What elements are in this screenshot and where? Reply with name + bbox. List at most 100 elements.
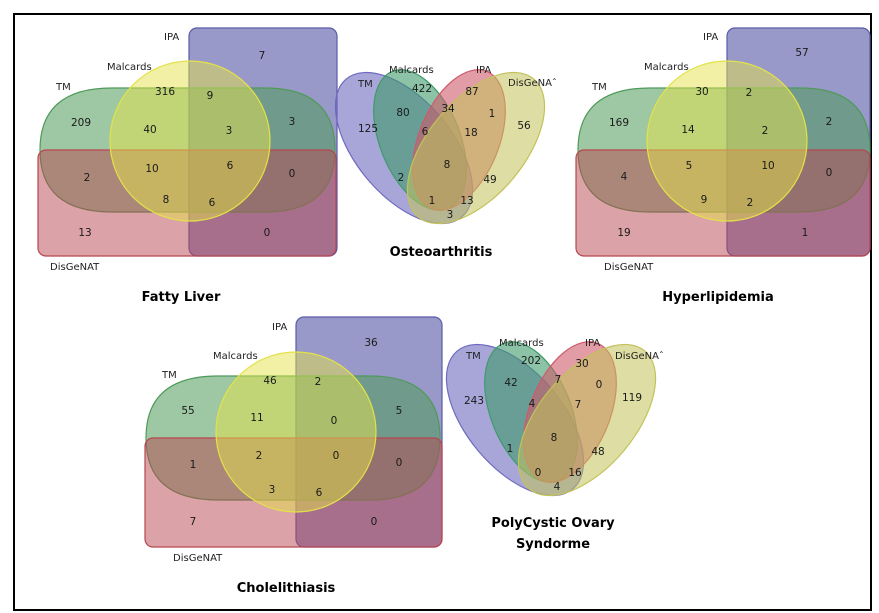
venn-cholelithiasis: IPA Malcards TM DisGeNAT 36 46 2 55 11 0… xyxy=(144,316,443,596)
set-disgenat xyxy=(517,343,657,497)
region-value: 2 xyxy=(747,197,754,209)
region-value: 42 xyxy=(504,377,517,389)
region-value: 9 xyxy=(207,90,214,102)
region-value: 119 xyxy=(622,392,642,404)
region-value: 14 xyxy=(681,124,695,136)
label-ipa: IPA xyxy=(585,338,600,349)
region-value: 202 xyxy=(521,355,541,367)
region-value: 0 xyxy=(264,227,271,239)
diagram-title: Osteoarthritis xyxy=(390,245,493,260)
region-value: 0 xyxy=(535,467,542,479)
region-value: 0 xyxy=(396,457,403,469)
region-value: 1 xyxy=(802,227,809,239)
region-value: 169 xyxy=(609,117,629,129)
region-value: 316 xyxy=(155,86,175,98)
label-disgenat: DisGeNAˆ xyxy=(508,77,557,89)
region-values: 57 30 2 169 14 2 2 4 5 10 0 9 2 19 1 xyxy=(609,47,832,239)
label-tm: TM xyxy=(465,351,481,362)
region-value: 13 xyxy=(78,227,91,239)
region-value: 8 xyxy=(163,194,170,206)
label-disgenat: DisGeNAT xyxy=(604,262,654,273)
region-value: 6 xyxy=(227,160,234,172)
region-value: 49 xyxy=(483,174,496,186)
region-value: 8 xyxy=(444,159,451,171)
region-value: 3 xyxy=(289,116,296,128)
region-value: 18 xyxy=(464,127,477,139)
label-tm: TM xyxy=(357,79,373,90)
label-disgenat: DisGeNAT xyxy=(50,262,100,273)
region-value: 11 xyxy=(250,412,263,424)
set-malcards xyxy=(646,60,808,222)
region-values: 243 202 30 119 42 7 0 4 7 1 8 48 0 16 4 xyxy=(464,355,642,493)
region-values: 36 46 2 55 11 0 5 1 2 0 0 3 6 7 0 xyxy=(181,337,402,528)
region-value: 2 xyxy=(762,125,769,137)
set-malcards xyxy=(109,60,271,222)
label-tm: TM xyxy=(161,370,177,381)
region-value: 10 xyxy=(145,163,158,175)
label-disgenat: DisGeNAˆ xyxy=(615,350,664,362)
region-value: 9 xyxy=(701,194,708,206)
region-value: 36 xyxy=(364,337,378,349)
venn-hyperlipidemia: IPA Malcards TM DisGeNAT 57 30 2 169 14 … xyxy=(575,27,871,305)
region-value: 8 xyxy=(551,432,558,444)
region-value: 40 xyxy=(143,124,156,136)
region-value: 2 xyxy=(746,87,753,99)
diagram-title-line2: Syndorme xyxy=(516,537,590,552)
region-value: 209 xyxy=(71,117,91,129)
region-value: 3 xyxy=(226,125,233,137)
region-value: 243 xyxy=(464,395,484,407)
region-value: 46 xyxy=(263,375,277,387)
region-values: 7 316 9 209 40 3 3 2 10 6 0 8 6 13 0 xyxy=(71,50,295,239)
region-value: 0 xyxy=(331,415,338,427)
label-ipa: IPA xyxy=(164,32,179,43)
label-ipa: IPA xyxy=(476,65,491,76)
region-value: 7 xyxy=(259,50,266,62)
diagram-title: Fatty Liver xyxy=(142,290,221,305)
region-value: 57 xyxy=(795,47,808,59)
region-value: 10 xyxy=(761,160,774,172)
region-value: 5 xyxy=(396,405,403,417)
set-disgenat xyxy=(406,71,546,225)
label-disgenat: DisGeNAT xyxy=(173,553,223,564)
region-value: 4 xyxy=(621,171,628,183)
region-value: 0 xyxy=(596,379,603,391)
region-value: 2 xyxy=(256,450,263,462)
set-malcards xyxy=(215,351,377,513)
venn-osteoarthritis: TM Malcards IPA DisGeNAˆ 125 422 87 56 8… xyxy=(334,65,557,260)
region-value: 80 xyxy=(396,107,409,119)
region-value: 422 xyxy=(412,83,432,95)
label-tm: TM xyxy=(591,82,607,93)
region-value: 48 xyxy=(591,446,604,458)
label-ipa: IPA xyxy=(703,32,718,43)
label-malcards: Malcards xyxy=(499,338,544,349)
region-value: 0 xyxy=(333,450,340,462)
region-value: 3 xyxy=(447,209,454,221)
region-value: 1 xyxy=(190,459,197,471)
region-value: 0 xyxy=(371,516,378,528)
region-value: 16 xyxy=(568,467,582,479)
region-value: 7 xyxy=(575,399,582,411)
region-value: 6 xyxy=(422,126,429,138)
venn-fatty-liver: IPA Malcards TM DisGeNAT 7 316 9 209 40 … xyxy=(37,27,338,305)
region-value: 56 xyxy=(517,120,531,132)
region-value: 30 xyxy=(695,86,708,98)
diagram-title-line1: PolyCystic Ovary xyxy=(491,516,615,531)
label-ipa: IPA xyxy=(272,322,287,333)
label-malcards: Malcards xyxy=(107,62,152,73)
region-value: 55 xyxy=(181,405,194,417)
venn-pcos: TM Malcards IPA DisGeNAˆ 243 202 30 119 … xyxy=(445,338,664,552)
region-value: 6 xyxy=(209,197,216,209)
region-value: 30 xyxy=(575,358,588,370)
region-value: 1 xyxy=(429,195,436,207)
region-value: 2 xyxy=(826,116,833,128)
region-value: 7 xyxy=(555,374,562,386)
region-values: 125 422 87 56 80 34 1 6 18 2 8 49 1 13 3 xyxy=(358,83,531,221)
region-value: 4 xyxy=(554,481,561,493)
region-value: 2 xyxy=(84,172,91,184)
diagram-title: Hyperlipidemia xyxy=(662,290,773,305)
region-value: 2 xyxy=(315,376,322,388)
region-value: 5 xyxy=(686,160,693,172)
label-malcards: Malcards xyxy=(644,62,689,73)
region-value: 87 xyxy=(465,86,478,98)
